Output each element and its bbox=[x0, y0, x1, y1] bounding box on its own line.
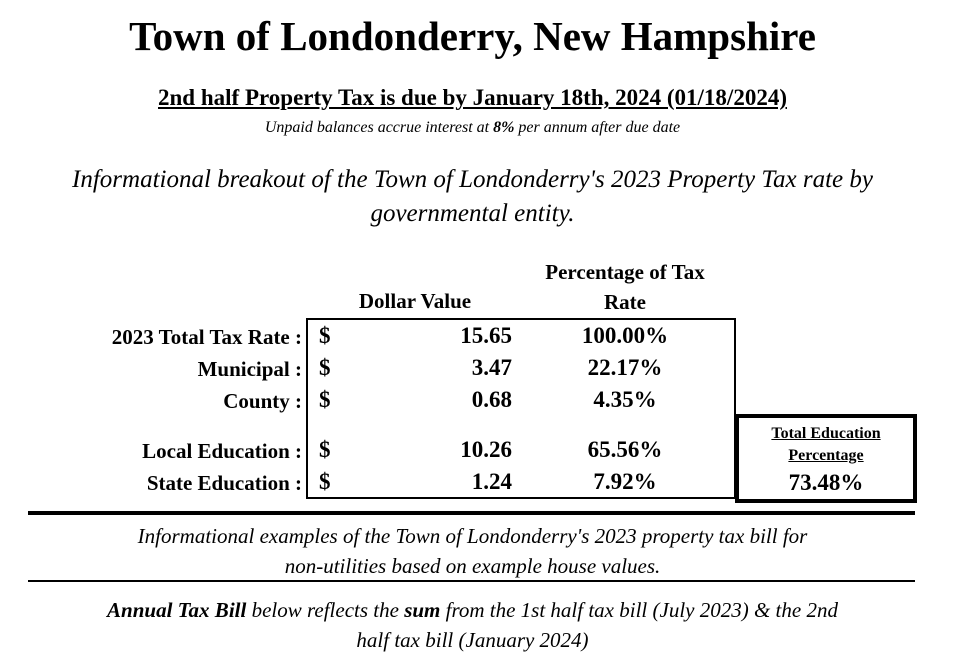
section-divider-thick bbox=[28, 511, 915, 515]
annual-bill-note: Annual Tax Bill below reflects the sum f… bbox=[0, 595, 945, 655]
breakout-heading: Informational breakout of the Town of Lo… bbox=[0, 163, 945, 231]
table-border-left bbox=[306, 318, 308, 499]
table-border-bottom bbox=[306, 497, 736, 499]
education-total-label: Total Education Percentage bbox=[739, 423, 913, 467]
column-header-percentage: Percentage of Tax Rate bbox=[515, 257, 735, 317]
dollar-value-local-education: 10.26 bbox=[460, 437, 512, 462]
percentage-municipal: 22.17% bbox=[587, 355, 663, 380]
interest-note-before: Unpaid balances accrue interest at bbox=[264, 119, 490, 136]
column-header-percentage-line2: Rate bbox=[604, 290, 646, 314]
percentage-county: 4.35% bbox=[593, 387, 657, 412]
due-date-notice: 2nd half Property Tax is due by January … bbox=[158, 85, 787, 110]
currency-sign: $ bbox=[319, 355, 331, 380]
percentage-total: 100.00% bbox=[581, 323, 669, 348]
page-title: Town of Londonderry, New Hampshire bbox=[129, 13, 816, 59]
annual-text-mid: below reflects the bbox=[251, 598, 399, 622]
interest-rate: 8% bbox=[493, 119, 515, 136]
annual-bill-note-line2: half tax bill (January 2024) bbox=[356, 628, 589, 652]
column-header-percentage-line1: Percentage of Tax bbox=[545, 260, 705, 284]
interest-note: Unpaid balances accrue interest at 8% pe… bbox=[0, 119, 945, 137]
currency-sign: $ bbox=[319, 323, 331, 348]
row-label-municipal: Municipal : bbox=[197, 357, 302, 381]
education-total-label-line2: Percentage bbox=[788, 447, 864, 464]
examples-text-line1: Informational examples of the Town of Lo… bbox=[137, 524, 808, 548]
percentage-local-education: 65.56% bbox=[587, 437, 663, 462]
column-header-dollar: Dollar Value bbox=[358, 289, 472, 313]
education-total-value: 73.48% bbox=[788, 470, 864, 495]
examples-text-line2: non-utilities based on example house val… bbox=[284, 554, 661, 578]
annual-text-rest: from the 1st half tax bill (July 2023) &… bbox=[445, 598, 838, 622]
currency-sign: $ bbox=[319, 469, 331, 494]
interest-note-after: per annum after due date bbox=[518, 119, 681, 136]
currency-sign: $ bbox=[319, 387, 331, 412]
dollar-value-municipal: 3.47 bbox=[471, 355, 512, 380]
percentage-state-education: 7.92% bbox=[593, 469, 657, 494]
currency-sign: $ bbox=[319, 437, 331, 462]
annual-tax-bill-label: Annual Tax Bill bbox=[107, 598, 247, 622]
row-label-local-education: Local Education : bbox=[142, 439, 302, 463]
breakout-heading-line2: governmental entity. bbox=[370, 200, 575, 227]
education-total-label-line1: Total Education bbox=[771, 425, 881, 442]
examples-text: Informational examples of the Town of Lo… bbox=[0, 521, 945, 581]
row-label-state-education: State Education : bbox=[146, 471, 302, 495]
breakout-heading-line1: Informational breakout of the Town of Lo… bbox=[72, 166, 873, 193]
dollar-value-state-education: 1.24 bbox=[471, 469, 512, 494]
section-divider-thin bbox=[28, 580, 915, 582]
education-total-box: Total Education Percentage 73.48% bbox=[735, 414, 917, 503]
annual-text-sum: sum bbox=[404, 598, 441, 622]
dollar-value-county: 0.68 bbox=[471, 387, 512, 412]
row-label-county: County : bbox=[223, 389, 302, 413]
dollar-value-total: 15.65 bbox=[460, 323, 512, 348]
table-border-right bbox=[734, 318, 736, 499]
annual-bill-note-line1: Annual Tax Bill below reflects the sum f… bbox=[0, 595, 945, 625]
row-label-total: 2023 Total Tax Rate : bbox=[111, 325, 302, 349]
table-border-top bbox=[306, 318, 736, 320]
